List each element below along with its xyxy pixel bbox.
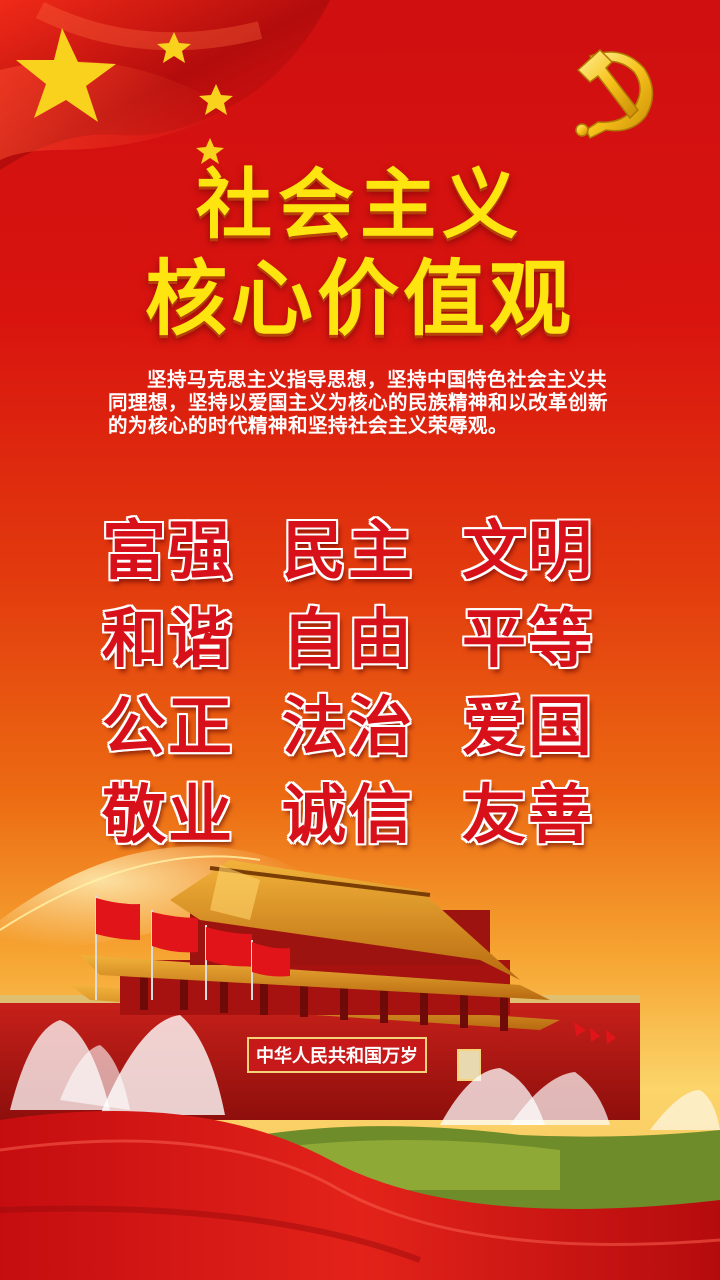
value-item: 平等 [462,603,594,677]
value-item: 和谐 [102,603,234,677]
small-star-icon [199,84,233,115]
value-item: 敬业 [102,779,234,853]
value-item: 文明 [462,515,594,589]
value-item: 爱国 [462,691,594,765]
red-flag-icon [95,895,616,1044]
small-star-icon [157,32,191,63]
title-line-2: 核心价值观 [144,252,575,347]
title-line-1: 社会主义 [196,160,524,249]
big-star-icon [16,28,116,122]
national-flag-stars [0,0,330,170]
tiananmen-scene: 中华人民共和国万岁 [0,846,720,1280]
value-item: 公正 [102,691,234,765]
fountain [10,1015,720,1130]
small-star-icon [196,138,224,164]
value-item: 法治 [282,691,414,765]
party-emblem-icon [575,48,654,140]
value-item: 富强 [102,515,234,589]
gate-banner: 中华人民共和国万岁 [256,1045,418,1067]
core-values-grid: 富强 民主 文明 和谐 自由 平等 公正 法治 爱国 敬业 诚信 友善 [98,508,638,860]
portrait-frame [457,1049,481,1081]
value-item: 民主 [282,515,414,589]
value-item: 友善 [462,779,594,853]
intro-paragraph: 坚持马克思主义指导思想，坚持中国特色社会主义共同理想，坚持以爱国主义为核心的民族… [108,368,609,437]
red-ribbon [0,1111,720,1280]
value-item: 诚信 [282,779,414,853]
value-item: 自由 [282,603,414,677]
